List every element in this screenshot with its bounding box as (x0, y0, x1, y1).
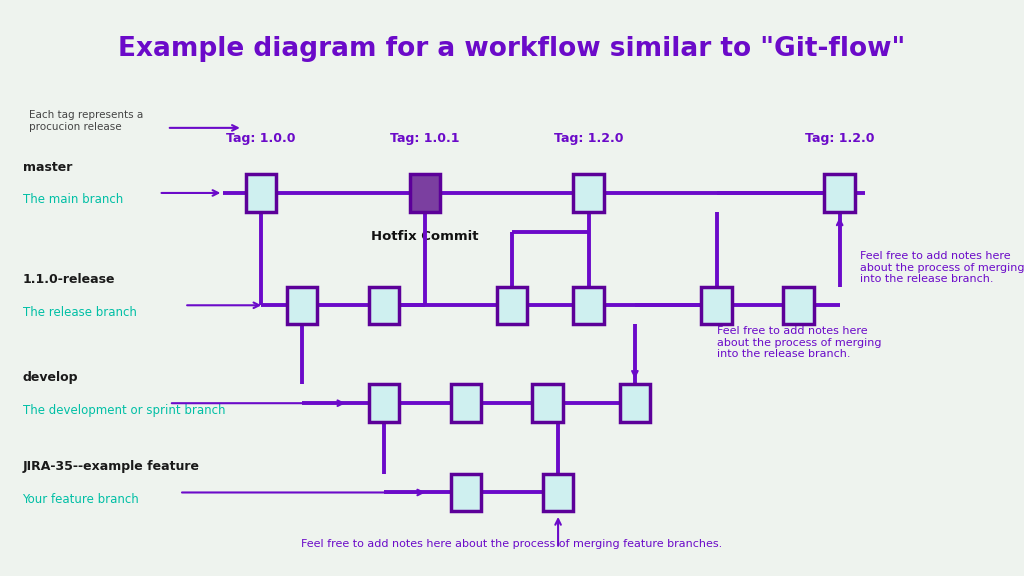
FancyBboxPatch shape (497, 287, 527, 324)
FancyBboxPatch shape (620, 385, 650, 422)
FancyBboxPatch shape (573, 175, 604, 211)
FancyBboxPatch shape (246, 175, 276, 211)
FancyBboxPatch shape (451, 473, 481, 511)
Text: The main branch: The main branch (23, 194, 123, 206)
Text: 1.1.0-release: 1.1.0-release (23, 273, 115, 286)
Text: master: master (23, 161, 72, 173)
Text: Tag: 1.2.0: Tag: 1.2.0 (805, 132, 874, 145)
Text: Feel free to add notes here
about the process of merging
into the release branch: Feel free to add notes here about the pr… (717, 326, 882, 359)
FancyBboxPatch shape (573, 287, 604, 324)
FancyBboxPatch shape (369, 385, 399, 422)
Text: Tag: 1.2.0: Tag: 1.2.0 (554, 132, 624, 145)
Text: Each tag represents a
procucion release: Each tag represents a procucion release (29, 110, 143, 132)
FancyBboxPatch shape (783, 287, 814, 324)
FancyBboxPatch shape (543, 473, 573, 511)
Text: Tag: 1.0.0: Tag: 1.0.0 (226, 132, 296, 145)
Text: The release branch: The release branch (23, 306, 136, 319)
FancyBboxPatch shape (824, 175, 855, 211)
Text: Hotfix Commit: Hotfix Commit (372, 230, 478, 242)
Text: Your feature branch: Your feature branch (23, 493, 139, 506)
Text: Feel free to add notes here
about the process of merging
into the release branch: Feel free to add notes here about the pr… (860, 251, 1024, 285)
Text: The development or sprint branch: The development or sprint branch (23, 404, 225, 416)
Text: JIRA-35--example feature: JIRA-35--example feature (23, 460, 200, 473)
FancyBboxPatch shape (287, 287, 317, 324)
FancyBboxPatch shape (532, 385, 563, 422)
FancyBboxPatch shape (701, 287, 732, 324)
Text: develop: develop (23, 371, 78, 384)
FancyBboxPatch shape (451, 385, 481, 422)
FancyBboxPatch shape (369, 287, 399, 324)
Text: Feel free to add notes here about the process of merging feature branches.: Feel free to add notes here about the pr… (301, 539, 723, 550)
FancyBboxPatch shape (410, 175, 440, 211)
Text: Example diagram for a workflow similar to "Git-flow": Example diagram for a workflow similar t… (119, 36, 905, 62)
Text: Tag: 1.0.1: Tag: 1.0.1 (390, 132, 460, 145)
